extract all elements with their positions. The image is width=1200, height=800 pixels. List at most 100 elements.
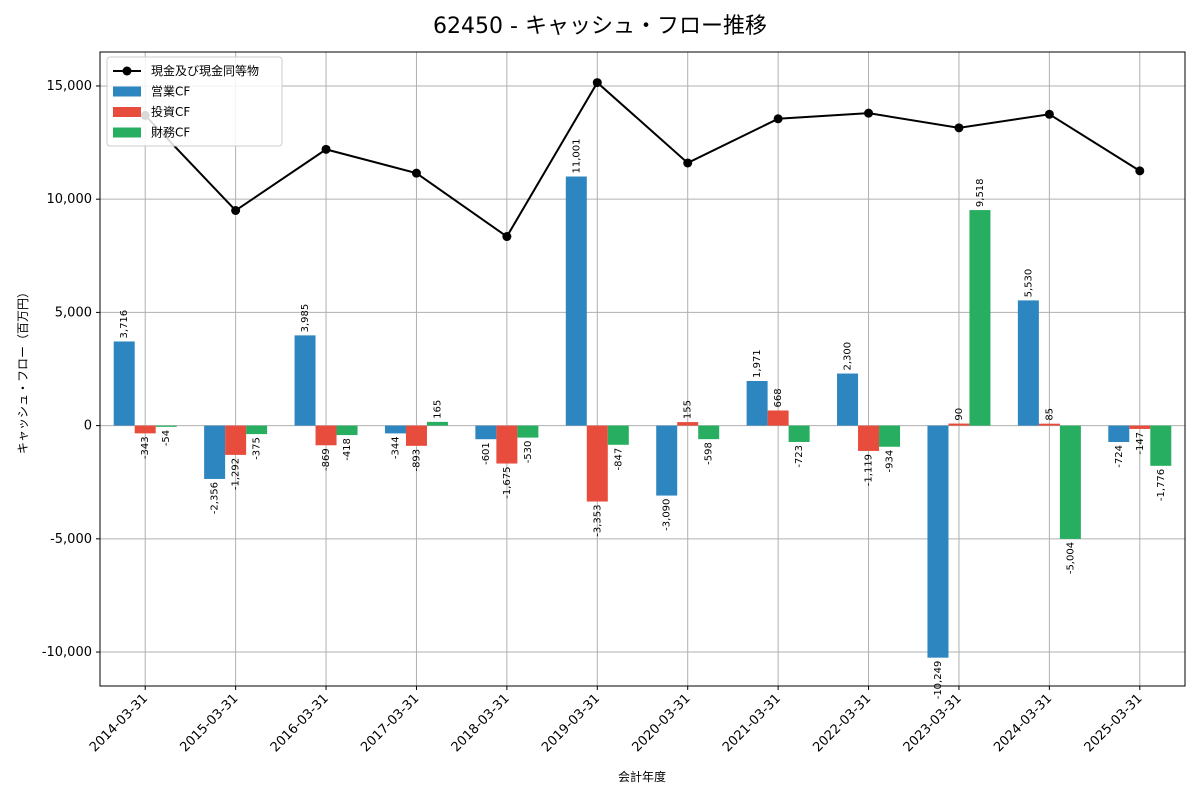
legend-line-marker [122, 66, 132, 76]
cash-line-point [411, 168, 421, 178]
data-label: -54 [161, 430, 172, 446]
bar-営業CF [1108, 425, 1130, 443]
bar-投資CF [1129, 425, 1151, 429]
data-label: -3,090 [662, 499, 673, 531]
legend-box [106, 56, 283, 147]
bar-営業CF [475, 425, 497, 440]
bar-投資CF [405, 425, 427, 446]
data-label: -847 [613, 448, 624, 471]
data-label: 155 [683, 400, 694, 419]
cash-line-point [231, 206, 241, 215]
data-label: -1,292 [231, 458, 242, 490]
legend-swatch [113, 107, 141, 117]
plot-frame [99, 51, 1186, 687]
x-axis-label: 会計年度 [618, 769, 666, 784]
data-label: -2,356 [210, 482, 221, 514]
bar-営業CF [837, 373, 859, 426]
data-label: -601 [481, 442, 492, 465]
bar-財務CF [426, 421, 448, 426]
x-tick-label: 2015-03-31 [177, 691, 241, 755]
data-label: 1,971 [752, 349, 763, 378]
bar-財務CF [1059, 425, 1081, 539]
data-label: -5,004 [1065, 542, 1076, 574]
bar-投資CF [134, 425, 156, 434]
bar-営業CF [384, 425, 406, 434]
bar-財務CF [788, 425, 810, 442]
cash-line-point [321, 144, 331, 154]
cash-line-point [1135, 166, 1145, 176]
bar-財務CF [607, 425, 629, 445]
cash-line-point [502, 232, 512, 242]
x-tick-label: 2014-03-31 [87, 691, 151, 755]
bar-営業CF [565, 176, 587, 426]
legend-label: 財務CF [151, 125, 190, 140]
data-label: -723 [794, 445, 805, 468]
y-tick-label: -5,000 [50, 532, 92, 547]
y-tick-label: 10,000 [47, 192, 93, 207]
x-tick-label: 2024-03-31 [991, 691, 1055, 755]
x-tick-label: 2019-03-31 [539, 691, 603, 755]
bar-営業CF [113, 341, 135, 426]
data-label: 3,985 [300, 304, 311, 333]
data-label: -375 [252, 437, 263, 460]
bar-投資CF [1038, 423, 1060, 426]
data-label: -344 [390, 436, 401, 459]
legend-swatch [113, 86, 141, 97]
data-label: -530 [523, 441, 534, 464]
bar-営業CF [204, 425, 226, 479]
bar-財務CF [1150, 425, 1172, 466]
y-tick-label: 15,000 [47, 79, 93, 94]
bar-投資CF [315, 425, 337, 446]
data-label: 668 [773, 388, 784, 407]
y-tick-label: -10,000 [42, 645, 92, 660]
data-label: -3,353 [592, 505, 603, 537]
data-label: 11,001 [571, 139, 582, 174]
y-axis-label: キャッシュ・フロー（百万円） [16, 286, 30, 454]
bar-財務CF [246, 425, 268, 435]
bar-投資CF [225, 425, 247, 455]
data-label: 90 [954, 408, 965, 421]
data-label: -147 [1135, 432, 1146, 455]
bar-財務CF [969, 210, 991, 426]
x-axis-ticks: 2014-03-31 2015-03-31 2016-03-31 2017-03-31… [87, 686, 1146, 755]
bar-営業CF [656, 425, 678, 496]
bar-営業CF [746, 380, 768, 426]
cash-line-point [864, 108, 874, 118]
legend-label: 現金及び現金同等物 [151, 63, 259, 78]
data-label: 2,300 [843, 342, 854, 371]
data-label: -893 [411, 449, 422, 472]
cash-line-point [1044, 109, 1054, 119]
data-label: -724 [1114, 445, 1125, 468]
bar-投資CF [677, 422, 699, 426]
x-tick-label: 2023-03-31 [901, 691, 965, 755]
legend-label: 投資CF [151, 104, 190, 119]
data-label: -869 [321, 448, 332, 471]
cash-line-point [773, 114, 783, 124]
data-label: -1,776 [1156, 469, 1167, 501]
cash-line [140, 78, 1145, 242]
bar-営業CF [927, 425, 949, 658]
bars [113, 176, 1172, 658]
bar-投資CF [948, 423, 970, 426]
data-label: -418 [342, 438, 353, 461]
cash-line-point [592, 78, 602, 88]
bar-営業CF [1017, 300, 1039, 426]
legend-label: 営業CF [151, 85, 190, 99]
cash-line-path [144, 81, 1141, 238]
bar-財務CF [336, 425, 358, 436]
x-tick-label: 2022-03-31 [810, 691, 874, 755]
x-tick-label: 2017-03-31 [358, 691, 422, 755]
bar-営業CF [294, 335, 316, 426]
bar-投資CF [858, 425, 880, 451]
data-label: -10,249 [933, 661, 944, 700]
legend-swatch [113, 127, 141, 138]
bar-投資CF [586, 425, 608, 502]
y-axis-ticks: -10,000 -5,000 0 5,000 10,000 15,000 [42, 79, 100, 660]
x-tick-label: 2025-03-31 [1082, 691, 1146, 755]
x-tick-label: 2020-03-31 [629, 691, 693, 755]
bar-財務CF [698, 425, 720, 440]
data-label: 9,518 [975, 178, 986, 207]
cash-line-point [954, 123, 964, 133]
bar-投資CF [767, 410, 789, 426]
